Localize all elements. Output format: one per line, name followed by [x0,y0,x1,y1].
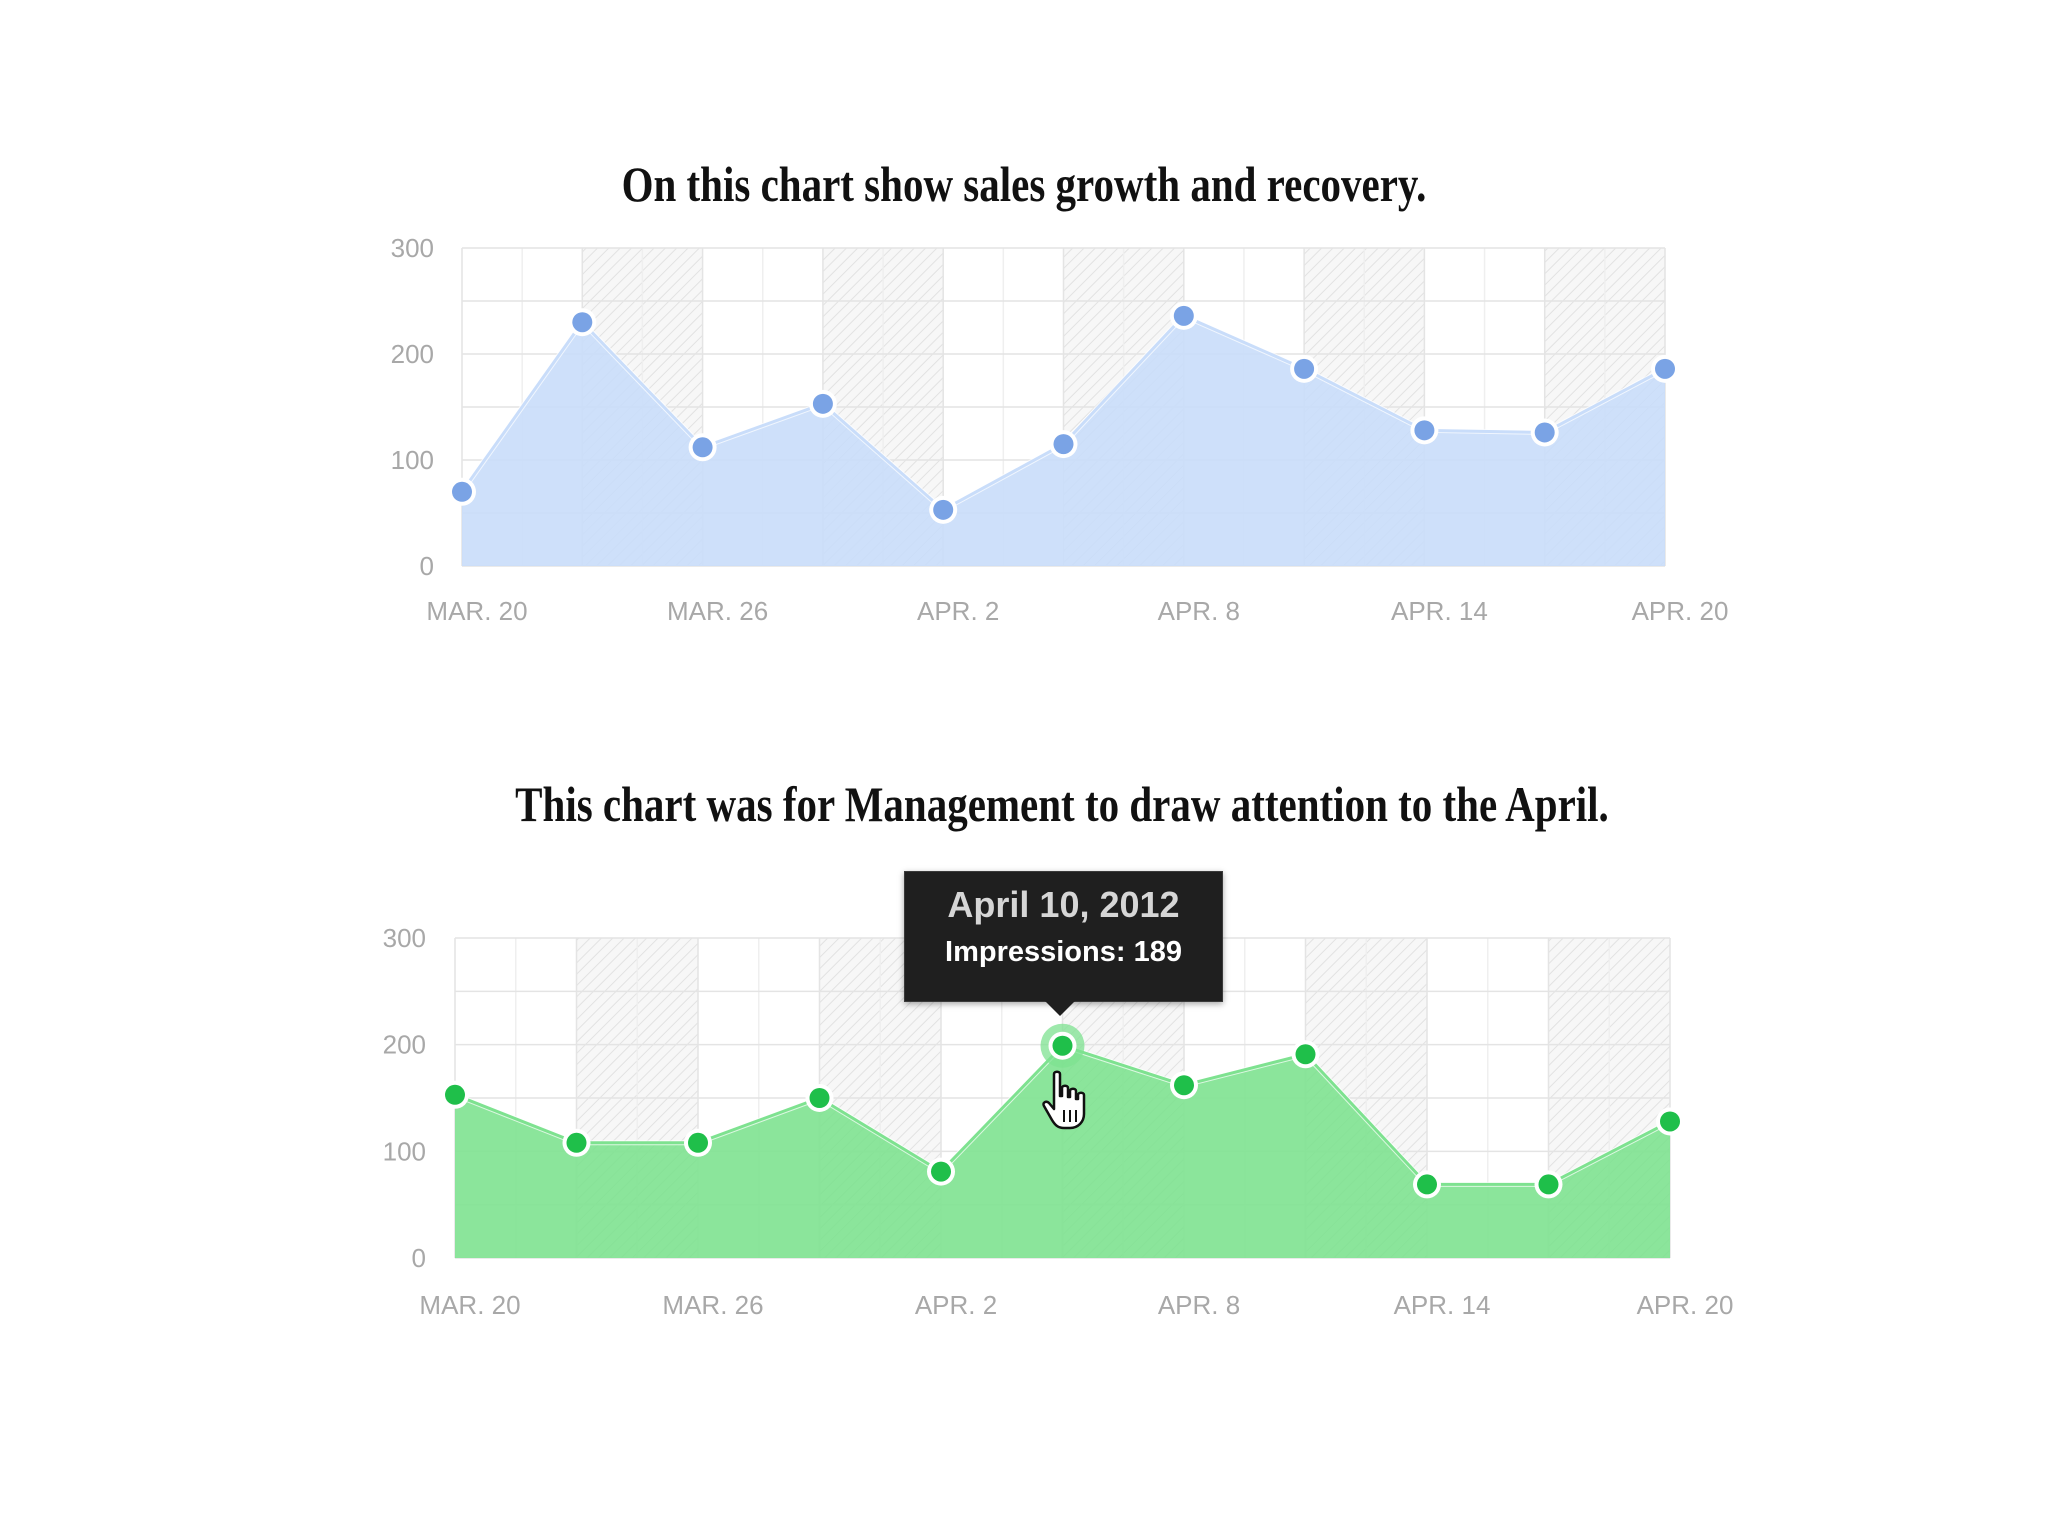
x-tick-label: APR. 20 [1632,596,1729,626]
y-tick-label: 100 [383,1136,426,1166]
x-tick-label: APR. 2 [915,1290,997,1320]
y-tick-label: 0 [420,551,434,581]
x-tick-label: APR. 8 [1158,1290,1240,1320]
x-tick-label: MAR. 26 [662,1290,763,1320]
tooltip-arrow [1044,1000,1076,1016]
data-point [1052,1035,1073,1056]
x-tick-label: MAR. 20 [419,1290,520,1320]
data-point [1053,434,1074,455]
x-tick-label: MAR. 26 [667,596,768,626]
data-point [1295,1044,1316,1065]
tooltip-date: April 10, 2012 [947,884,1180,925]
y-tick-label: 300 [383,923,426,953]
data-point [812,393,833,414]
x-tick-label: MAR. 20 [426,596,527,626]
data-point [931,1161,951,1182]
x-tick-label: APR. 14 [1391,596,1488,626]
data-point [688,1132,708,1153]
x-tick-label: APR. 20 [1637,1290,1734,1320]
x-tick-label: APR. 8 [1158,596,1240,626]
hand-pointer-icon [1042,1070,1086,1130]
data-point [809,1088,830,1108]
data-point [1173,305,1194,326]
y-tick-label: 200 [391,339,434,369]
data-point [1294,358,1315,379]
y-tick-label: 100 [391,445,434,475]
chart-tooltip: April 10, 2012 Impressions: 189 [904,871,1223,1002]
data-point [1534,422,1555,443]
tooltip-metric: Impressions: 189 [945,936,1182,968]
data-point [1414,420,1435,441]
x-tick-label: APR. 14 [1394,1290,1491,1320]
sales-area-chart: 0 100 200 300 MAR. 20 MAR. 26 APR. 2 APR. 8 APR.… [391,233,1729,626]
data-point [566,1132,587,1153]
series-area [462,315,1665,566]
y-tick-label: 300 [391,233,434,263]
data-point [1538,1174,1559,1195]
data-point [1174,1075,1194,1096]
data-point [572,312,593,333]
data-point [1655,358,1675,379]
series-area [455,1045,1670,1258]
y-tick-label: 200 [383,1030,426,1060]
chart-title-sales-growth: On this chart show sales growth and reco… [621,156,1427,212]
data-point [445,1084,465,1105]
data-point [1417,1174,1437,1195]
data-point [452,481,472,502]
data-point [1660,1111,1680,1132]
data-point [933,499,954,520]
chart-title-management: This chart was for Management to draw at… [515,776,1609,832]
y-tick-label: 0 [412,1243,426,1273]
data-point [692,437,713,458]
x-tick-label: APR. 2 [917,596,999,626]
